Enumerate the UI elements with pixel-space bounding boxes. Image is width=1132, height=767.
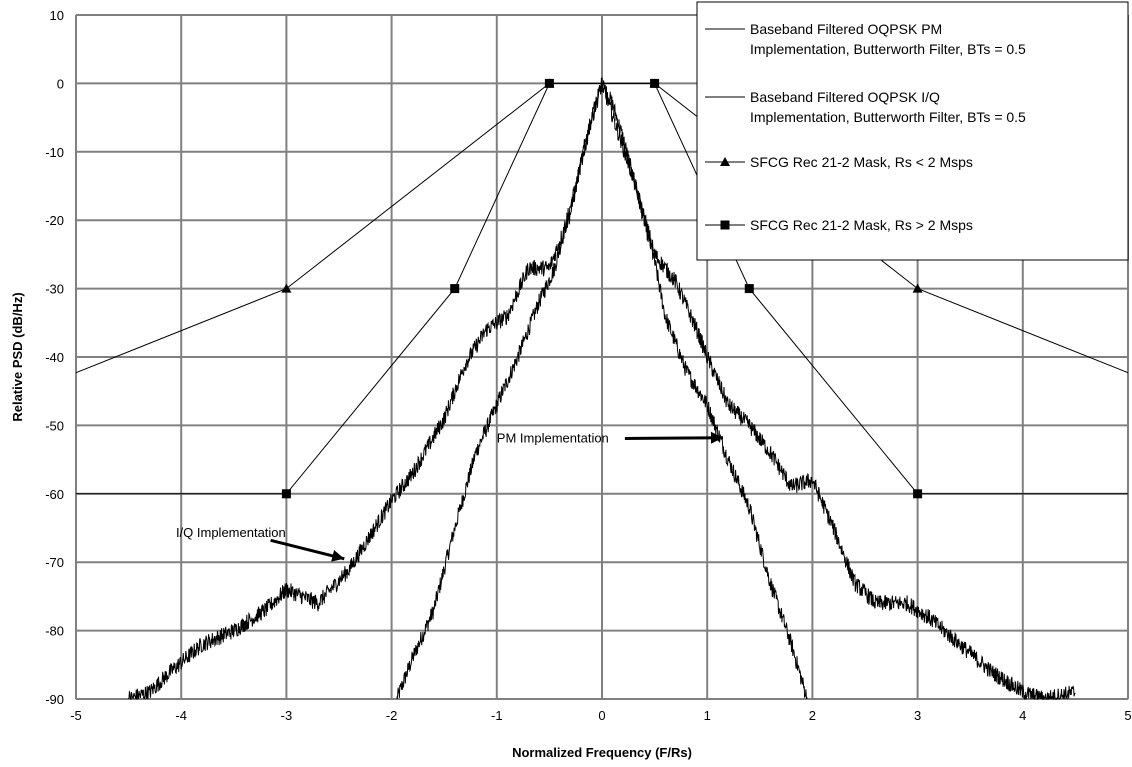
x-tick-label: -3 (281, 708, 293, 723)
annotation-2: I/Q Implementation (176, 525, 345, 562)
x-tick-label: -4 (175, 708, 187, 723)
series-1 (396, 78, 808, 700)
legend-entry-2: Baseband Filtered OQPSK I/Q Implementatio… (705, 89, 1026, 125)
y-axis-title: Relative PSD (dB/Hz) (10, 292, 25, 421)
legend-label: SFCG Rec 21-2 Mask, Rs < 2 Msps (750, 154, 973, 170)
series-line (396, 78, 808, 700)
x-axis-title: Normalized Frequency (F/Rs) (512, 745, 692, 760)
annotation-arrow-line (624, 436, 723, 440)
triangle-marker (912, 283, 923, 293)
square-marker (450, 284, 460, 294)
y-tick-label: -30 (45, 282, 64, 297)
x-tick-label: 4 (1019, 708, 1026, 723)
tick-labels: -5 -4 -3 -2 -1 0 1 2 3 4 5100-10-20-30-40-50-60-70… (45, 8, 1131, 723)
y-tick-label: -50 (45, 418, 64, 433)
y-tick-label: 10 (50, 8, 64, 23)
x-tick-label: 1 (704, 708, 711, 723)
annotation-1: PM Implementation (497, 431, 723, 446)
legend-triangle-marker (720, 157, 730, 166)
x-tick-label: 2 (809, 708, 816, 723)
x-tick-label: -2 (386, 708, 398, 723)
x-tick-label: 3 (914, 708, 921, 723)
series-layer (75, 77, 1129, 701)
y-tick-label: -60 (45, 487, 64, 502)
legend: Baseband Filtered OQPSK PM Implementation… (696, 1, 1129, 261)
legend-label: Baseband Filtered OQPSK PM (750, 21, 942, 37)
triangle-marker (281, 283, 292, 293)
legend-entry-4: SFCG Rec 21-2 Mask, Rs > 2 Msps (705, 217, 973, 233)
series-line (128, 77, 1076, 701)
series-line (76, 82, 1128, 495)
annotation-arrow-line (270, 538, 345, 561)
legend-label: Implementation, Butterworth Filter, BTs … (750, 41, 1026, 57)
annotation-text: I/Q Implementation (176, 525, 286, 540)
square-marker (913, 489, 923, 499)
y-tick-label: -40 (45, 350, 64, 365)
legend-box (696, 1, 1129, 261)
y-tick-label: -70 (45, 555, 64, 570)
legend-label: SFCG Rec 21-2 Mask, Rs > 2 Msps (750, 217, 973, 233)
legend-entry-1: Baseband Filtered OQPSK PM Implementation… (705, 21, 1026, 57)
square-marker (650, 78, 660, 88)
square-marker (544, 78, 554, 88)
y-tick-label: -10 (45, 145, 64, 160)
x-tick-label: 0 (598, 708, 605, 723)
x-tick-label: -5 (70, 708, 82, 723)
series-2 (128, 77, 1076, 701)
annotation-layer: PM Implementation I/Q Implementation (176, 431, 723, 562)
annotation-text: PM Implementation (497, 431, 609, 446)
y-tick-label: -90 (45, 692, 64, 707)
x-tick-label: 5 (1124, 708, 1131, 723)
annotation-arrow-head (331, 550, 345, 562)
y-tick-label: -80 (45, 624, 64, 639)
legend-square-marker (720, 220, 730, 230)
legend-entry-3: SFCG Rec 21-2 Mask, Rs < 2 Msps (705, 154, 973, 170)
x-tick-label: -1 (491, 708, 503, 723)
series-4 (76, 78, 1128, 499)
square-marker (281, 489, 291, 499)
y-tick-label: 0 (57, 76, 64, 91)
legend-label: Baseband Filtered OQPSK I/Q (750, 89, 940, 105)
square-marker (744, 284, 754, 294)
annotation-arrow-head (710, 431, 723, 444)
legend-label: Implementation, Butterworth Filter, BTs … (750, 109, 1026, 125)
y-tick-label: -20 (45, 213, 64, 228)
